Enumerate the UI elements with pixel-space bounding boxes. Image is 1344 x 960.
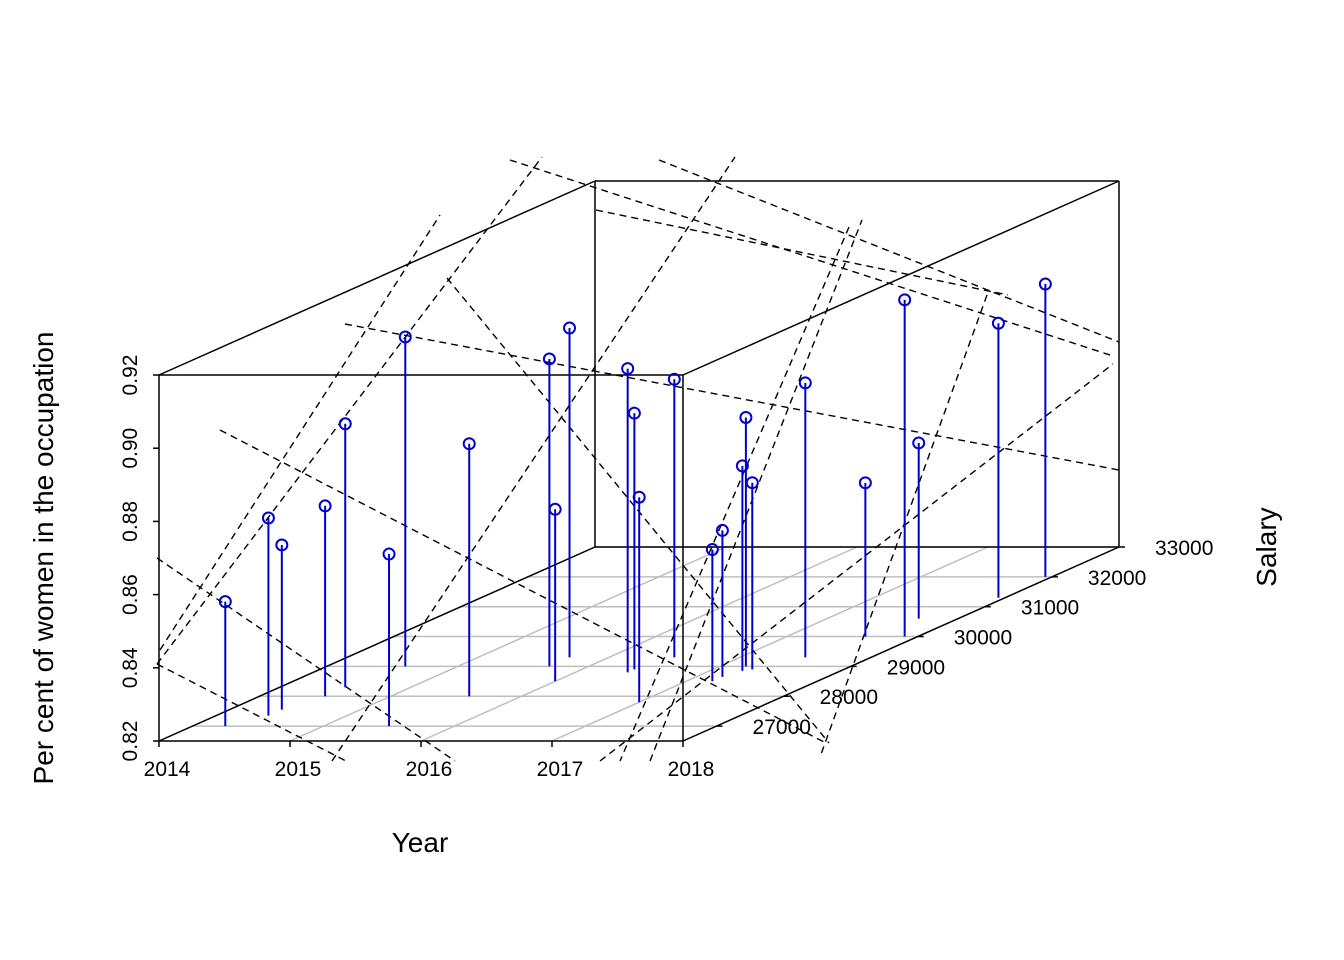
floor-grid-line-x: [289, 546, 727, 742]
box-edge: [682, 546, 1120, 742]
data-point: [739, 411, 753, 425]
data-point: [261, 511, 275, 525]
data-point: [338, 417, 352, 431]
box-edge: [158, 180, 596, 376]
regression-plane-line: [331, 156, 736, 762]
plot-box: [153, 180, 1125, 747]
data-point: [898, 293, 912, 307]
regression-plane: [156, 156, 1120, 762]
data-point: [563, 321, 577, 335]
z-tick-label: 0.88: [119, 501, 142, 542]
y-tick-label: 31000: [1021, 597, 1079, 620]
regression-plane-line: [619, 226, 850, 762]
data-point: [715, 523, 729, 537]
data-point: [858, 476, 872, 490]
data-point: [705, 543, 719, 557]
x-axis-title: Year: [392, 827, 449, 858]
data-point: [318, 499, 332, 513]
data-point: [398, 330, 412, 344]
regression-plane-line: [156, 557, 456, 762]
regression-plane-line: [156, 156, 543, 665]
y-tick-label: 32000: [1088, 567, 1146, 590]
x-tick-label: 2014: [144, 758, 191, 781]
data-point: [735, 459, 749, 473]
data-point: [218, 595, 232, 609]
regression-plane-line: [819, 294, 988, 758]
data-point: [275, 538, 289, 552]
regression-plane-line: [344, 323, 1120, 471]
z-tick-label: 0.84: [119, 647, 142, 688]
regression-plane-line: [595, 209, 1009, 296]
y-tick-label: 28000: [820, 686, 878, 709]
tick-labels: 2014 2015 2016 2017 2018 0.82 0.84 0.86 0.88 0.90…: [119, 355, 1213, 781]
data-point: [632, 490, 646, 504]
regression-plane-line: [159, 214, 441, 651]
z-tick-label: 0.86: [119, 574, 142, 615]
regression-plane-line: [658, 159, 1120, 343]
data-points: [218, 277, 1052, 727]
box-edge: [682, 180, 1120, 376]
data-point: [462, 437, 476, 451]
regression-plane-line: [649, 219, 863, 762]
z-tick-label: 0.82: [119, 721, 142, 762]
z-tick-label: 0.90: [119, 428, 142, 469]
data-point: [912, 436, 926, 450]
data-point: [548, 502, 562, 516]
data-point: [1038, 277, 1052, 291]
z-axis-title: Per cent of women in the occupation: [28, 332, 59, 785]
data-point: [798, 376, 812, 390]
data-point: [991, 316, 1005, 330]
regression-plane-line: [509, 159, 1114, 357]
x-tick-label: 2017: [537, 758, 584, 781]
regression-plane-line: [156, 663, 347, 762]
y-tick-label: 29000: [887, 656, 945, 679]
data-point: [627, 406, 641, 420]
data-point: [745, 476, 759, 490]
y-axis-title: Salary: [1251, 507, 1282, 586]
data-point: [382, 547, 396, 561]
x-tick-label: 2016: [406, 758, 453, 781]
regression-plane-line: [599, 363, 1114, 762]
floor-grid-line-x: [551, 546, 989, 742]
y-tick-label: 30000: [954, 627, 1012, 650]
z-tick-label: 0.92: [119, 355, 142, 396]
box-edge: [158, 546, 596, 742]
regression-plane-line: [219, 429, 827, 744]
data-point: [667, 372, 681, 386]
data-point: [621, 362, 635, 376]
regression-plane-line: [446, 277, 830, 744]
x-tick-label: 2015: [275, 758, 322, 781]
y-tick-label: 27000: [753, 716, 811, 739]
data-point: [542, 352, 556, 366]
y-tick-label: 33000: [1155, 537, 1213, 560]
x-tick-label: 2018: [668, 758, 715, 781]
